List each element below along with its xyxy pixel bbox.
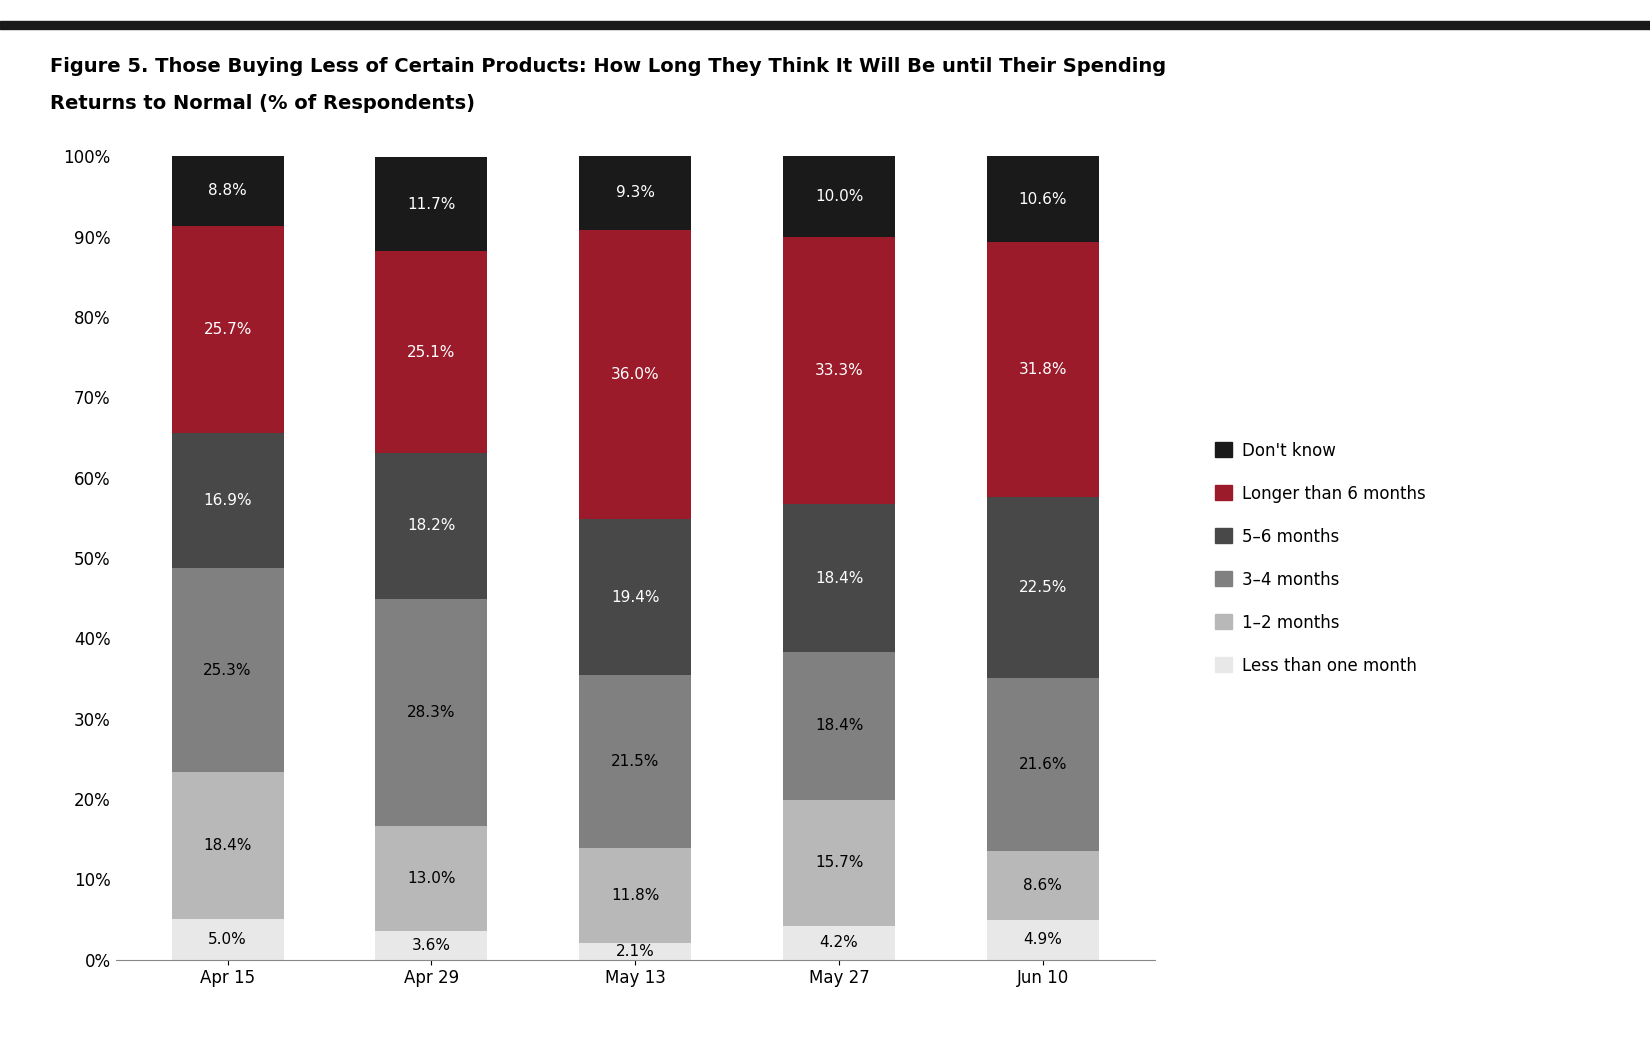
Bar xyxy=(784,237,896,504)
Text: Figure 5. Those Buying Less of Certain Products: How Long They Think It Will Be : Figure 5. Those Buying Less of Certain P… xyxy=(50,57,1165,76)
Text: 22.5%: 22.5% xyxy=(1018,580,1068,595)
Text: 11.7%: 11.7% xyxy=(408,197,455,212)
Text: 31.8%: 31.8% xyxy=(1018,362,1068,377)
Text: 16.9%: 16.9% xyxy=(203,493,252,508)
Bar xyxy=(987,678,1099,851)
Text: 5.0%: 5.0% xyxy=(208,932,248,947)
Text: 10.0%: 10.0% xyxy=(815,189,863,204)
Text: 18.4%: 18.4% xyxy=(815,719,863,733)
Bar xyxy=(376,599,487,826)
Text: Returns to Normal (% of Respondents): Returns to Normal (% of Respondents) xyxy=(50,94,475,113)
Bar xyxy=(172,433,284,568)
Text: 25.7%: 25.7% xyxy=(203,322,252,337)
Bar xyxy=(784,926,896,960)
Text: 13.0%: 13.0% xyxy=(408,871,455,886)
Bar xyxy=(784,652,896,800)
Bar xyxy=(172,920,284,960)
Text: 9.3%: 9.3% xyxy=(615,186,655,200)
Bar xyxy=(579,848,691,943)
Text: 4.9%: 4.9% xyxy=(1023,932,1063,947)
Text: 19.4%: 19.4% xyxy=(610,590,660,605)
Bar xyxy=(987,242,1099,496)
Text: 25.1%: 25.1% xyxy=(408,344,455,360)
Bar xyxy=(579,943,691,960)
Bar xyxy=(376,157,487,251)
Bar xyxy=(987,156,1099,242)
Bar xyxy=(784,156,896,237)
Bar xyxy=(784,800,896,926)
Text: 8.8%: 8.8% xyxy=(208,184,248,198)
Bar xyxy=(172,226,284,433)
Text: 21.5%: 21.5% xyxy=(610,754,660,769)
Text: 18.2%: 18.2% xyxy=(408,518,455,533)
Bar xyxy=(376,251,487,453)
Text: 10.6%: 10.6% xyxy=(1018,192,1068,207)
Bar xyxy=(987,920,1099,960)
Text: 4.2%: 4.2% xyxy=(820,936,858,950)
Legend: Don't know, Longer than 6 months, 5–6 months, 3–4 months, 1–2 months, Less than : Don't know, Longer than 6 months, 5–6 mo… xyxy=(1216,441,1426,675)
Text: 18.4%: 18.4% xyxy=(815,571,863,585)
Text: 28.3%: 28.3% xyxy=(408,705,455,720)
Text: 2.1%: 2.1% xyxy=(615,944,655,959)
Text: 11.8%: 11.8% xyxy=(610,888,660,903)
Bar xyxy=(987,496,1099,678)
Bar xyxy=(172,568,284,772)
Text: 18.4%: 18.4% xyxy=(203,838,252,853)
Text: 36.0%: 36.0% xyxy=(610,367,660,383)
Text: 8.6%: 8.6% xyxy=(1023,878,1063,893)
Bar xyxy=(376,453,487,599)
Text: 3.6%: 3.6% xyxy=(412,938,450,952)
Bar xyxy=(376,826,487,930)
Text: 21.6%: 21.6% xyxy=(1018,757,1068,772)
Bar xyxy=(579,231,691,519)
Bar xyxy=(579,519,691,675)
Bar xyxy=(376,930,487,960)
Bar xyxy=(172,772,284,920)
Bar xyxy=(784,504,896,652)
Bar xyxy=(172,155,284,226)
Text: 33.3%: 33.3% xyxy=(815,363,863,378)
Bar xyxy=(579,155,691,231)
Bar xyxy=(987,851,1099,920)
Bar xyxy=(579,675,691,848)
Text: 15.7%: 15.7% xyxy=(815,855,863,870)
Text: 25.3%: 25.3% xyxy=(203,662,252,678)
